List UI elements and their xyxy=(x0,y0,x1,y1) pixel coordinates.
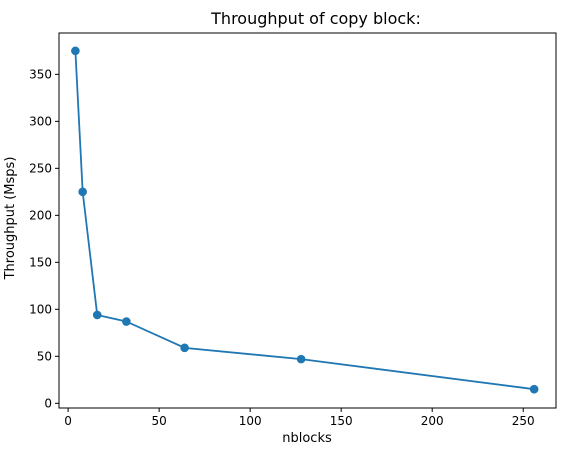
y-tick-label: 250 xyxy=(29,161,52,175)
x-axis-label: nblocks xyxy=(282,431,332,446)
data-point xyxy=(122,317,131,326)
chart-title: Throughput of copy block: xyxy=(210,9,421,28)
x-tick-label: 250 xyxy=(512,414,535,428)
y-tick-label: 350 xyxy=(29,67,52,81)
y-tick-label: 300 xyxy=(29,114,52,128)
y-tick-label: 100 xyxy=(29,302,52,316)
plot-area xyxy=(71,46,539,394)
y-tick-label: 50 xyxy=(37,349,52,363)
y-tick-label: 150 xyxy=(29,255,52,269)
series-line xyxy=(74,50,535,391)
x-tick-label: 50 xyxy=(151,414,166,428)
x-tick-label: 200 xyxy=(421,414,444,428)
y-tick-label: 200 xyxy=(29,208,52,222)
data-point xyxy=(180,343,189,353)
y-axis-label: Throughput (Msps) xyxy=(3,157,18,281)
plot-frame xyxy=(58,32,557,409)
data-point xyxy=(78,187,87,197)
x-tick-label: 150 xyxy=(330,414,353,428)
y-tick-label: 0 xyxy=(44,396,52,410)
x-tick-label: 100 xyxy=(239,414,262,428)
data-point xyxy=(71,46,80,56)
data-point xyxy=(92,310,102,320)
data-point xyxy=(296,354,306,364)
x-tick-label: 0 xyxy=(64,414,72,428)
axis-ticks: 0 50 100 150 200 250 0 50 100 150 200 250 300 350 xyxy=(29,67,535,428)
data-point xyxy=(529,384,539,394)
